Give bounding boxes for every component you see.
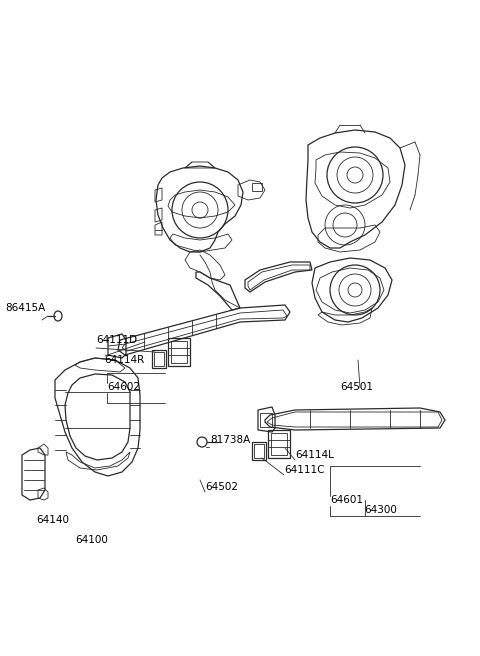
Text: 64111D: 64111D xyxy=(96,335,137,345)
Text: 64114L: 64114L xyxy=(295,450,334,460)
Bar xyxy=(168,338,190,366)
Text: 86415A: 86415A xyxy=(5,303,45,313)
Text: 64502: 64502 xyxy=(205,482,238,492)
Text: 64501: 64501 xyxy=(340,382,373,392)
Bar xyxy=(254,444,264,458)
Bar xyxy=(260,413,272,427)
Text: 64601: 64601 xyxy=(330,495,363,505)
Text: 81738A: 81738A xyxy=(210,435,250,445)
Text: 64602: 64602 xyxy=(107,382,140,392)
Bar xyxy=(171,341,187,363)
Bar xyxy=(154,352,164,366)
Text: 64300: 64300 xyxy=(364,505,397,515)
Bar xyxy=(268,430,290,458)
Bar xyxy=(152,350,166,368)
Bar xyxy=(271,433,287,455)
Text: 64111C: 64111C xyxy=(284,465,324,475)
Text: 64114R: 64114R xyxy=(104,355,144,365)
Bar xyxy=(252,442,266,460)
Text: 64100: 64100 xyxy=(75,535,108,545)
Bar xyxy=(252,183,262,191)
Text: 64140: 64140 xyxy=(36,515,69,525)
